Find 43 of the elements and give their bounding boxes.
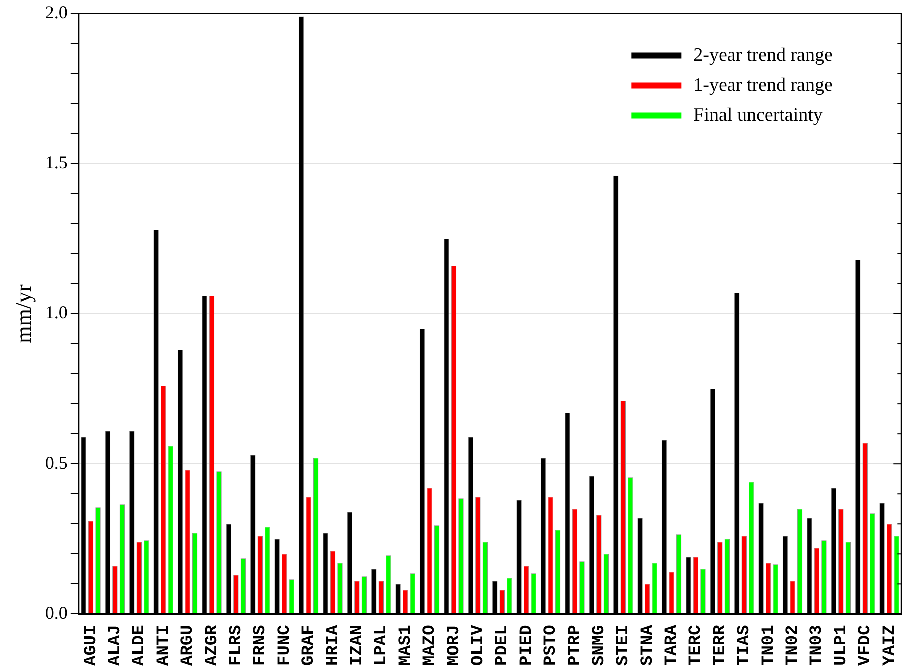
x-tick-label: ANTI (154, 625, 174, 666)
y-tick-label: 2.0 (45, 2, 68, 23)
y-tick-label: 0.0 (45, 602, 68, 623)
x-tick-label: MORJ (445, 625, 464, 666)
x-tick-label: TN02 (784, 625, 804, 666)
x-tick-label: ULP1 (832, 625, 852, 666)
x-tick-label: TARA (663, 624, 682, 666)
y-axis-title: mm/yr (10, 284, 36, 344)
x-tick-label: TIAS (736, 625, 755, 666)
legend-label: 1-year trend range (694, 74, 833, 96)
x-tick-label: TERR (711, 624, 730, 666)
x-tick-label: IZAN (348, 625, 368, 666)
y-tick-label: 1.0 (45, 302, 68, 323)
legend-label: Final uncertainty (694, 104, 824, 126)
x-tick-label: FLRS (227, 625, 246, 666)
x-tick-label: PTRP (566, 625, 586, 666)
x-tick-label: TERC (687, 625, 706, 666)
x-tick-label: HRIA (324, 624, 344, 666)
x-tick-label: AGUI (82, 625, 102, 666)
x-tick-label: AZGR (203, 624, 222, 666)
x-tick-label: STEI (614, 625, 634, 666)
x-tick-label: ALAJ (106, 625, 126, 666)
x-tick-label: LPAL (372, 625, 392, 666)
x-tick-label: FRNS (252, 625, 271, 666)
x-tick-label: PIED (518, 625, 537, 666)
x-tick-label: SNMG (590, 625, 610, 666)
x-tick-label: PSTO (542, 625, 562, 666)
x-tick-label: VFDC (856, 625, 876, 666)
x-tick-label: MAZO (421, 625, 440, 666)
x-tick-label: ARGU (179, 625, 198, 666)
x-tick-label: OLIV (469, 624, 488, 666)
x-tick-label: STNA (638, 624, 658, 666)
legend-label: 2-year trend range (694, 44, 833, 66)
x-tick-label: ALDE (130, 625, 150, 666)
x-tick-label: TN03 (808, 625, 828, 666)
x-tick-label: TN01 (760, 625, 779, 666)
x-tick-label: FUNC (276, 625, 295, 666)
x-tick-label: MAS1 (396, 625, 416, 666)
y-tick-label: 0.5 (45, 452, 68, 473)
x-tick-label: YAIZ (880, 625, 900, 666)
x-tick-label: GRAF (300, 625, 320, 666)
y-tick-label: 1.5 (45, 152, 68, 173)
x-tick-label: PDEL (494, 625, 513, 666)
